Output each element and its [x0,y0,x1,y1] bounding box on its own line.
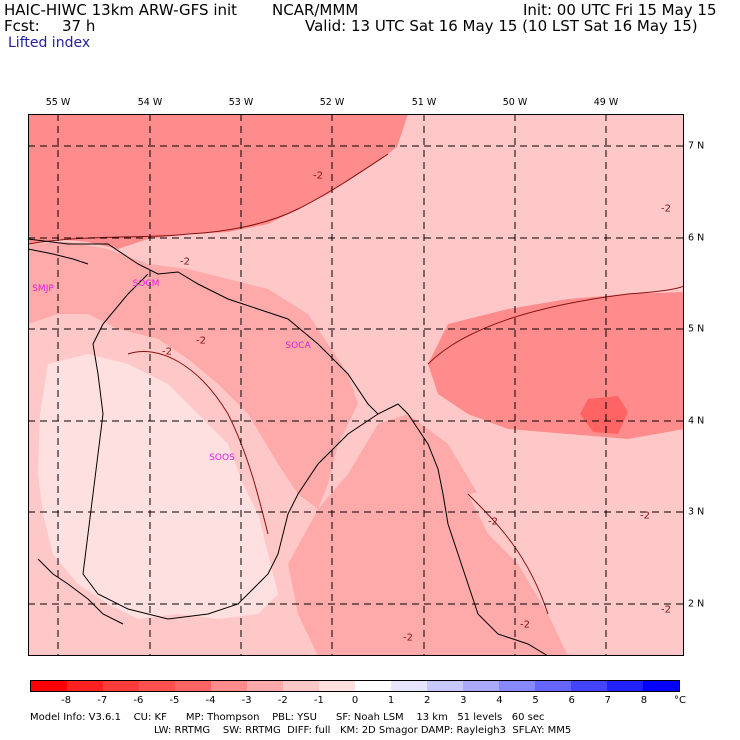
station-soos: SOOS [209,453,235,463]
lat-tick-4n: 4 N [688,415,705,427]
colorbar-swatch [391,681,427,691]
lon-tick-53w: 53 W [228,97,254,108]
border-west [82,273,379,620]
contour-label: -2 [520,619,530,631]
lifted-index-map [28,114,684,656]
colorbar-swatch [103,681,139,691]
colorbar-swatch [355,681,391,691]
forecast-hours: 37 h [62,17,96,35]
valid-time: Valid: 13 UTC Sat 16 May 15 (10 LST Sat … [305,17,698,35]
contour-label: -2 [488,516,498,528]
contour-label: -2 [180,256,190,268]
fill-interior-minus1 [38,354,278,619]
colorbar-label: 3 [460,695,467,706]
colorbar-swatch [571,681,607,691]
lat-tick-7n: 7 N [688,140,705,152]
station-socm: SOCM [132,279,160,289]
coastline [28,238,549,656]
forecast-label: Fcst: [4,17,40,35]
fill-se-minus2 [468,484,684,656]
border-nw [28,248,89,265]
colorbar-swatch [31,681,67,691]
colorbar-label: 6 [568,695,575,706]
colorbar-swatch [643,681,679,691]
colorbar-label: -7 [97,695,108,706]
init-time: Init: 00 UTC Fri 15 May 15 [523,1,717,19]
lon-tick-52w: 52 W [319,97,345,108]
colorbar-swatch [607,681,643,691]
colorbar-label: 7 [604,695,611,706]
contour-label: -2 [162,346,172,358]
colorbar-label: -3 [241,695,252,706]
colorbar-unit: °C [674,695,686,706]
colorbar-swatch [211,681,247,691]
fill-ne-minus2 [378,114,684,254]
colorbar-label: -6 [133,695,144,706]
lon-tick-54w: 54 W [137,97,163,108]
fill-nw-minus4 [28,114,413,249]
border-sw [37,558,124,625]
contour-label: -2 [640,510,650,522]
colorbar-swatch [427,681,463,691]
fill-east-minus5 [580,396,628,434]
model-info-line2: LW: RRTMG SW: RRTMG DIFF: full KM: 2D Sm… [154,725,572,736]
lat-tick-5n: 5 N [688,323,705,335]
field-name: Lifted index [8,35,91,51]
colorbar-label: 2 [424,695,431,706]
colorbar-label: 0 [351,695,359,706]
colorbar-label: 4 [496,695,503,706]
contour-label: -2 [313,170,323,182]
colorbar-swatch [319,681,355,691]
colorbar [30,680,680,692]
lon-tick-49w: 49 W [593,97,619,108]
lat-tick-2n: 2 N [688,598,705,610]
colorbar-swatch [67,681,103,691]
lat-tick-3n: 3 N [688,506,705,518]
colorbar-label: -2 [277,695,288,706]
contour-line-east [427,285,684,365]
colorbar-swatch [283,681,319,691]
colorbar-label: 1 [387,695,395,706]
colorbar-label: 8 [640,695,648,706]
colorbar-swatch [499,681,535,691]
lon-tick-51w: 51 W [411,97,437,108]
lon-tick-50w: 50 W [502,97,528,108]
fill-south-minus3 [288,414,568,656]
model-info-line1: Model Info: V3.6.1 CU: KF MP: Thompson P… [30,712,545,723]
lon-tick-55w: 55 W [45,97,71,108]
center-label: NCAR/MMM [272,1,359,19]
lat-tick-6n: 6 N [688,232,705,244]
contour-label: -2 [661,203,671,215]
colorbar-label: -8 [61,695,72,706]
contour-label: -2 [403,632,413,644]
station-soca: SOCA [285,341,311,351]
graticule [28,114,684,656]
colorbar-swatch [463,681,499,691]
colorbar-swatch [175,681,211,691]
model-title: HAIC-HIWC 13km ARW-GFS init [4,1,238,19]
contour-line-nw [28,153,389,245]
contour-line-se [467,493,549,615]
colorbar-swatch [139,681,175,691]
contour-label: -2 [196,335,206,347]
colorbar-label: -1 [313,695,324,706]
contour-label: -2 [661,604,671,616]
colorbar-swatch [535,681,571,691]
colorbar-label: -4 [205,695,216,706]
map-frame [28,114,684,656]
colorbar-label: -5 [169,695,180,706]
fill-coastal-minus3 [28,242,358,509]
station-smjp: SMJP [32,284,54,294]
colorbar-label: 5 [532,695,539,706]
colorbar-swatch [247,681,283,691]
contour-line-interior [127,351,269,535]
